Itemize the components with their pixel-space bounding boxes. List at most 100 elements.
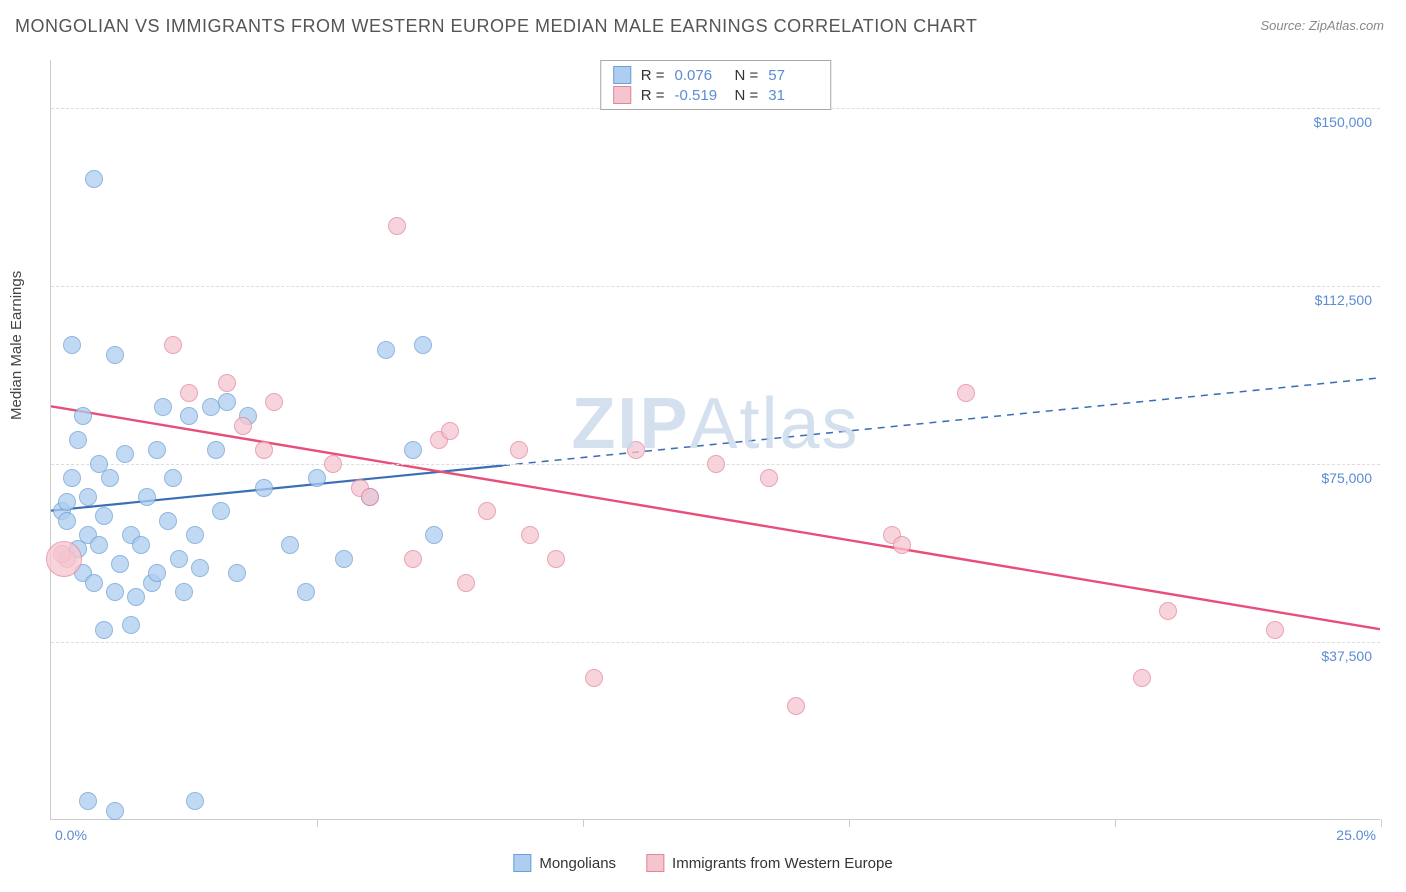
legend-item-1: Mongolians (513, 854, 616, 872)
scatter-point (186, 526, 204, 544)
x-tick (583, 819, 584, 827)
scatter-point (404, 550, 422, 568)
scatter-point (74, 407, 92, 425)
n-value-2: 31 (768, 87, 818, 104)
x-tick (1115, 819, 1116, 827)
scatter-point (90, 536, 108, 554)
scatter-point (414, 336, 432, 354)
scatter-point (164, 336, 182, 354)
scatter-point (95, 507, 113, 525)
scatter-point (265, 393, 283, 411)
scatter-point (69, 431, 87, 449)
y-tick-label: $150,000 (1292, 114, 1372, 130)
scatter-point (255, 441, 273, 459)
scatter-point (218, 374, 236, 392)
scatter-point (707, 455, 725, 473)
scatter-point (361, 488, 379, 506)
swatch-series-1 (613, 66, 631, 84)
scatter-point (308, 469, 326, 487)
scatter-point (457, 574, 475, 592)
source-attribution: Source: ZipAtlas.com (1260, 18, 1384, 33)
scatter-point (148, 564, 166, 582)
scatter-point (207, 441, 225, 459)
scatter-point (101, 469, 119, 487)
scatter-point (148, 441, 166, 459)
scatter-point (441, 422, 459, 440)
scatter-point (58, 512, 76, 530)
gridline (51, 286, 1380, 287)
scatter-point (180, 407, 198, 425)
scatter-point (159, 512, 177, 530)
scatter-point (627, 441, 645, 459)
legend-label-2: Immigrants from Western Europe (672, 855, 893, 872)
scatter-point (388, 217, 406, 235)
scatter-point (234, 417, 252, 435)
chart-title: MONGOLIAN VS IMMIGRANTS FROM WESTERN EUR… (15, 16, 977, 37)
scatter-point (281, 536, 299, 554)
scatter-point (116, 445, 134, 463)
n-value-1: 57 (768, 67, 818, 84)
bottom-legend: Mongolians Immigrants from Western Europ… (513, 854, 892, 872)
scatter-point (510, 441, 528, 459)
r-label-1: R = (641, 67, 665, 84)
scatter-point (95, 621, 113, 639)
r-value-2: -0.519 (675, 87, 725, 104)
scatter-point (228, 564, 246, 582)
trend-lines (51, 60, 1380, 819)
y-tick-label: $75,000 (1292, 470, 1372, 486)
y-tick-label: $112,500 (1292, 292, 1372, 308)
legend-swatch-2 (646, 854, 664, 872)
scatter-point (218, 393, 236, 411)
scatter-point (154, 398, 172, 416)
scatter-point (85, 574, 103, 592)
r-value-1: 0.076 (675, 67, 725, 84)
scatter-point (106, 346, 124, 364)
x-tick (1381, 819, 1382, 827)
scatter-point-large (46, 541, 82, 577)
gridline (51, 642, 1380, 643)
x-tick (317, 819, 318, 827)
scatter-point (585, 669, 603, 687)
legend-item-2: Immigrants from Western Europe (646, 854, 893, 872)
scatter-point (404, 441, 422, 459)
scatter-point (1159, 602, 1177, 620)
stats-row-2: R = -0.519 N = 31 (609, 85, 823, 105)
scatter-point (127, 588, 145, 606)
watermark: ZIPAtlas (571, 383, 859, 465)
scatter-point (255, 479, 273, 497)
scatter-point (180, 384, 198, 402)
n-label-2: N = (735, 87, 759, 104)
n-label-1: N = (735, 67, 759, 84)
scatter-point (106, 802, 124, 820)
scatter-point (893, 536, 911, 554)
scatter-point (186, 792, 204, 810)
y-axis-title: Median Male Earnings (8, 271, 25, 420)
scatter-point (425, 526, 443, 544)
y-tick-label: $37,500 (1292, 648, 1372, 664)
scatter-point (335, 550, 353, 568)
scatter-point (164, 469, 182, 487)
scatter-point (297, 583, 315, 601)
scatter-point (957, 384, 975, 402)
scatter-point (1133, 669, 1151, 687)
scatter-point (79, 792, 97, 810)
scatter-point (212, 502, 230, 520)
stats-legend: R = 0.076 N = 57 R = -0.519 N = 31 (600, 60, 832, 110)
scatter-point (132, 536, 150, 554)
scatter-point (63, 469, 81, 487)
r-label-2: R = (641, 87, 665, 104)
scatter-point (324, 455, 342, 473)
scatter-point (377, 341, 395, 359)
scatter-point (478, 502, 496, 520)
x-tick (849, 819, 850, 827)
scatter-point (111, 555, 129, 573)
plot-area: ZIPAtlas R = 0.076 N = 57 R = -0.519 N =… (50, 60, 1380, 820)
scatter-point (521, 526, 539, 544)
scatter-point (170, 550, 188, 568)
x-label-max: 25.0% (1336, 827, 1376, 843)
swatch-series-2 (613, 86, 631, 104)
scatter-point (85, 170, 103, 188)
scatter-point (122, 616, 140, 634)
scatter-point (547, 550, 565, 568)
stats-row-1: R = 0.076 N = 57 (609, 65, 823, 85)
